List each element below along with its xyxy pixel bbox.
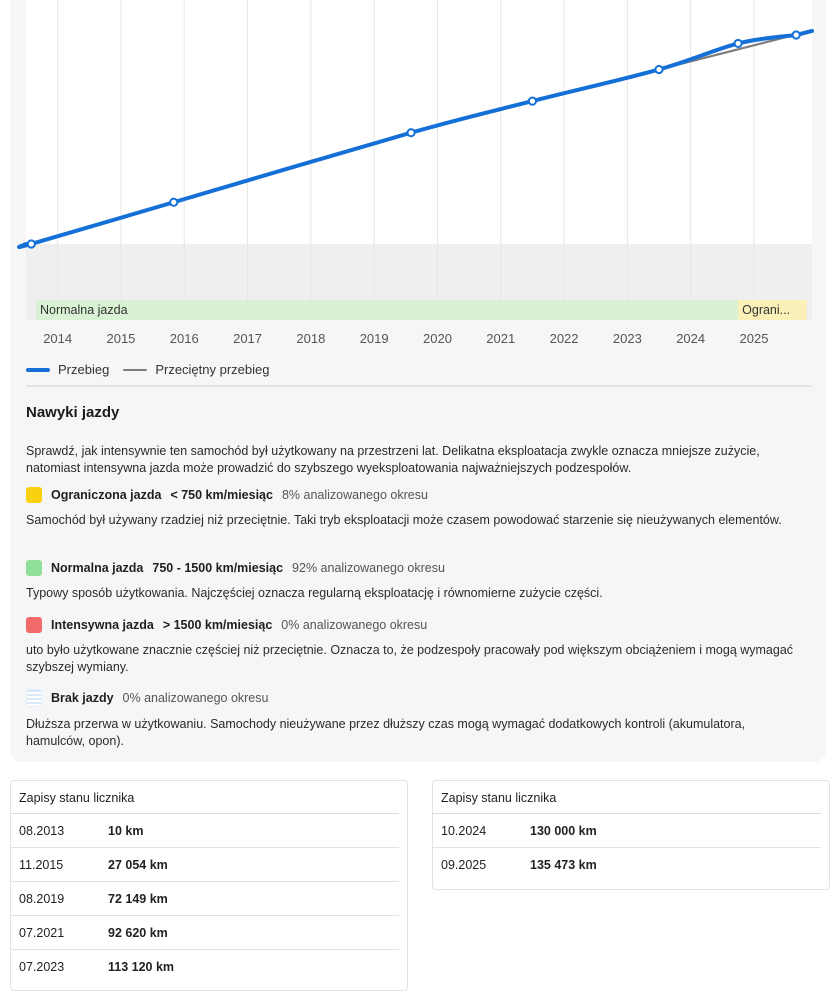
habit-color-swatch	[26, 617, 42, 633]
habit-item: Intensywna jazda > 1500 km/miesiąc 0% anal…	[26, 617, 806, 675]
table-row: 09.2025 135 473 km	[433, 848, 821, 881]
row-date: 08.2019	[19, 891, 65, 906]
x-tick-label: 2017	[233, 331, 262, 346]
habit-item: Normalna jazda 750 - 1500 km/miesiąc 92% a…	[26, 560, 806, 602]
table-row: 10.2024 130 000 km	[433, 814, 821, 848]
habit-header: Intensywna jazda > 1500 km/miesiąc 0% anal…	[26, 617, 806, 633]
band-label: Normalna jazda	[40, 303, 128, 317]
habit-description: Dłuższa przerwa w użytkowaniu. Samochody…	[26, 717, 746, 748]
x-tick-label: 2015	[106, 331, 135, 346]
plot-area	[26, 0, 812, 244]
habit-header: Normalna jazda 750 - 1500 km/miesiąc 92% a…	[26, 560, 806, 576]
section-title: Nawyki jazdy	[26, 404, 120, 421]
habit-item: Ograniczona jazda < 750 km/miesiąc 8% anal…	[26, 487, 806, 529]
x-tick-label: 2019	[360, 331, 389, 346]
legend-item-mileage[interactable]: Przebieg	[26, 362, 109, 377]
habit-name: Intensywna jazda	[51, 618, 154, 632]
x-tick-label: 2022	[550, 331, 579, 346]
habit-range: < 750 km/miesiąc	[170, 488, 273, 502]
habit-range: 750 - 1500 km/miesiąc	[152, 561, 284, 575]
habit-share: 0% analizowanego okresu	[122, 691, 269, 705]
habit-description: Typowy sposób użytkowania. Najczęściej o…	[26, 586, 603, 600]
habit-color-swatch	[26, 487, 42, 503]
x-tick-label: 2025	[740, 331, 769, 346]
x-tick-label: 2016	[170, 331, 199, 346]
band-1	[738, 300, 807, 320]
habit-range: > 1500 km/miesiąc	[162, 618, 273, 632]
data-point-5	[733, 38, 743, 49]
data-point-2	[406, 128, 416, 138]
odometer-rows: 10.2024 130 000 km 09.2025 135 473 km	[433, 814, 829, 881]
odometer-table-right: Zapisy stanu licznika 10.2024 130 000 km 0…	[432, 780, 830, 890]
x-tick-label: 2023	[613, 331, 642, 346]
legend-swatch-average	[123, 368, 148, 371]
row-mileage: 10 km	[108, 823, 144, 838]
habit-header: Brak jazdy 0% analizowanego okresu	[26, 689, 806, 707]
habit-description: uto było użytkowane znacznie częściej ni…	[26, 643, 794, 674]
habit-item: Brak jazdy 0% analizowanego okresu Dłuższa…	[26, 689, 806, 749]
data-point-1	[169, 197, 179, 207]
row-mileage: 135 473 km	[530, 857, 597, 872]
row-date: 09.2025	[441, 857, 487, 872]
legend-item-average[interactable]: Przeciętny przebieg	[123, 362, 269, 377]
odometer-table-title: Zapisy stanu licznika	[11, 781, 399, 814]
habit-color-swatch	[26, 689, 42, 707]
habit-name: Brak jazdy	[51, 691, 114, 705]
data-point-0	[26, 239, 36, 249]
row-mileage: 130 000 km	[530, 823, 597, 838]
table-row: 08.2019 72 149 km	[11, 882, 399, 916]
row-date: 10.2024	[441, 823, 487, 838]
legend-swatch-mileage	[26, 367, 50, 372]
odometer-table-title: Zapisy stanu licznika	[433, 781, 821, 814]
table-row: 07.2021 92 620 km	[11, 916, 399, 950]
habit-description: Samochód był używany rzadziej niż przeci…	[26, 513, 782, 527]
row-mileage: 113 120 km	[108, 959, 175, 974]
odometer-table-left: Zapisy stanu licznika 08.2013 10 km 11.201…	[10, 780, 408, 991]
habit-name: Ograniczona jazda	[51, 488, 162, 502]
x-tick-label: 2024	[676, 331, 705, 346]
x-tick-label: 2014	[43, 331, 72, 346]
row-date: 11.2015	[19, 857, 64, 872]
divider	[26, 385, 812, 387]
row-date: 08.2013	[19, 823, 65, 838]
table-row: 08.2013 10 km	[11, 814, 399, 848]
chart-legend: Przebieg Przeciętny przebieg	[26, 362, 283, 377]
habit-share: 8% analizowanego okresu	[281, 488, 428, 502]
driving-habits-section: Nawyki jazdy Sprawdź, jak intensywnie te…	[26, 404, 806, 476]
habit-header: Ograniczona jazda < 750 km/miesiąc 8% anal…	[26, 487, 806, 503]
band-0	[36, 300, 739, 320]
x-tick-label: 2018	[296, 331, 325, 346]
series-line-mileage	[17, 28, 814, 250]
mileage-chart: 2014 2015 2016 2017 2018 2019 2020 2021 2022 2023…	[17, 0, 814, 346]
table-row: 11.2015 27 054 km	[11, 848, 399, 882]
legend-label-average: Przeciętny przebieg	[155, 362, 270, 377]
section-intro: Sprawdź, jak intensywnie ten samochód by…	[26, 444, 760, 475]
data-point-4	[654, 64, 664, 75]
habit-share: 0% analizowanego okresu	[281, 618, 428, 632]
odometer-rows: 08.2013 10 km 11.2015 27 054 km 08.2019 72 14…	[11, 814, 407, 983]
legend-label-mileage: Przebieg	[58, 362, 110, 377]
row-mileage: 27 054 km	[108, 857, 168, 872]
x-tick-label: 2021	[486, 331, 515, 346]
table-row: 07.2023 113 120 km	[11, 950, 399, 983]
row-date: 07.2023	[19, 959, 65, 974]
habit-name: Normalna jazda	[51, 561, 144, 575]
row-mileage: 92 620 km	[108, 925, 168, 940]
data-point-3	[527, 96, 538, 106]
habit-color-swatch	[26, 560, 42, 576]
habit-share: 92% analizowanego okresu	[292, 561, 445, 575]
row-mileage: 72 149 km	[108, 891, 168, 906]
data-point-6	[791, 30, 801, 40]
x-tick-label: 2020	[423, 331, 452, 346]
band-label: Ograni...	[742, 303, 790, 317]
row-date: 07.2021	[19, 925, 65, 940]
